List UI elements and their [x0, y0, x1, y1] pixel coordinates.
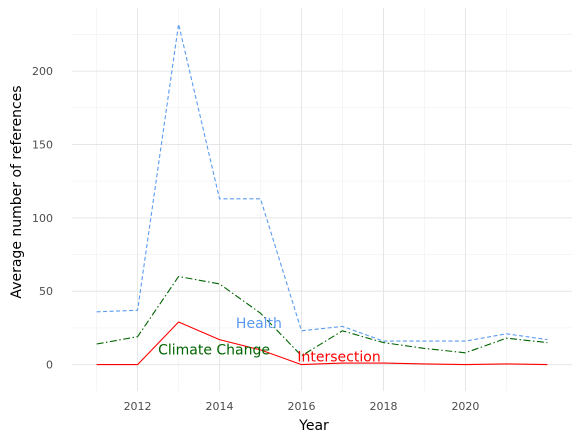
annotation-climate-change: Climate Change: [158, 342, 270, 358]
annotation-health: Health: [236, 316, 282, 332]
major-grid: [72, 8, 572, 391]
series-line-health: [96, 23, 548, 342]
annotation-layer: Health Climate Change Intersection: [158, 316, 381, 366]
y-tick-label: 50: [39, 285, 53, 298]
minor-grid: [72, 8, 572, 391]
x-tick-label: 2012: [124, 400, 152, 413]
series-line-climate-change: [96, 275, 548, 357]
y-axis-title: Average number of references: [9, 85, 25, 298]
x-tick-label: 2020: [451, 400, 479, 413]
x-tick-labels: 2012 2014 2016 2018 2020: [124, 400, 480, 413]
x-tick-label: 2018: [369, 400, 397, 413]
y-tick-label: 200: [32, 65, 53, 78]
y-tick-label: 0: [46, 359, 53, 372]
y-tick-label: 150: [32, 138, 53, 151]
annotation-intersection: Intersection: [297, 350, 380, 366]
y-tick-label: 100: [32, 212, 53, 225]
y-tick-labels: 0 50 100 150 200: [32, 65, 53, 371]
x-axis-title: Year: [298, 418, 329, 434]
x-tick-label: 2014: [206, 400, 234, 413]
series-line-intersection: [96, 321, 548, 366]
x-tick-label: 2016: [288, 400, 316, 413]
series-layer: [96, 23, 548, 366]
